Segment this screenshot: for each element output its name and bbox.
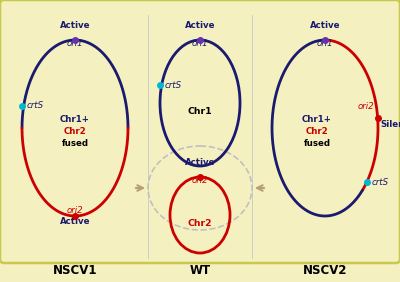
Text: crtS: crtS	[165, 80, 182, 89]
Text: fused: fused	[304, 140, 330, 149]
Text: Chr1: Chr1	[188, 107, 212, 116]
Text: ori1: ori1	[67, 39, 83, 48]
Text: fused: fused	[62, 140, 88, 149]
Text: ori2: ori2	[357, 102, 374, 111]
Text: crtS: crtS	[27, 102, 44, 111]
Text: ori1: ori1	[192, 39, 208, 48]
Text: NSCV1: NSCV1	[53, 263, 97, 276]
Text: WT: WT	[190, 263, 210, 276]
Text: ori1: ori1	[317, 39, 333, 48]
Text: Silent: Silent	[380, 120, 400, 129]
Text: Chr1+: Chr1+	[302, 116, 332, 124]
Text: Active: Active	[185, 158, 215, 167]
Text: Active: Active	[60, 21, 90, 30]
Text: ori2: ori2	[192, 176, 208, 185]
Text: ori2: ori2	[67, 206, 83, 215]
Text: Active: Active	[185, 21, 215, 30]
Text: Chr2: Chr2	[188, 219, 212, 228]
Text: crtS: crtS	[372, 178, 389, 187]
Text: Chr2: Chr2	[64, 127, 86, 136]
FancyBboxPatch shape	[0, 0, 400, 263]
Text: Chr2: Chr2	[306, 127, 328, 136]
Text: NSCV2: NSCV2	[303, 263, 347, 276]
Text: Active: Active	[60, 217, 90, 226]
Text: Chr1+: Chr1+	[60, 116, 90, 124]
Text: Active: Active	[310, 21, 340, 30]
